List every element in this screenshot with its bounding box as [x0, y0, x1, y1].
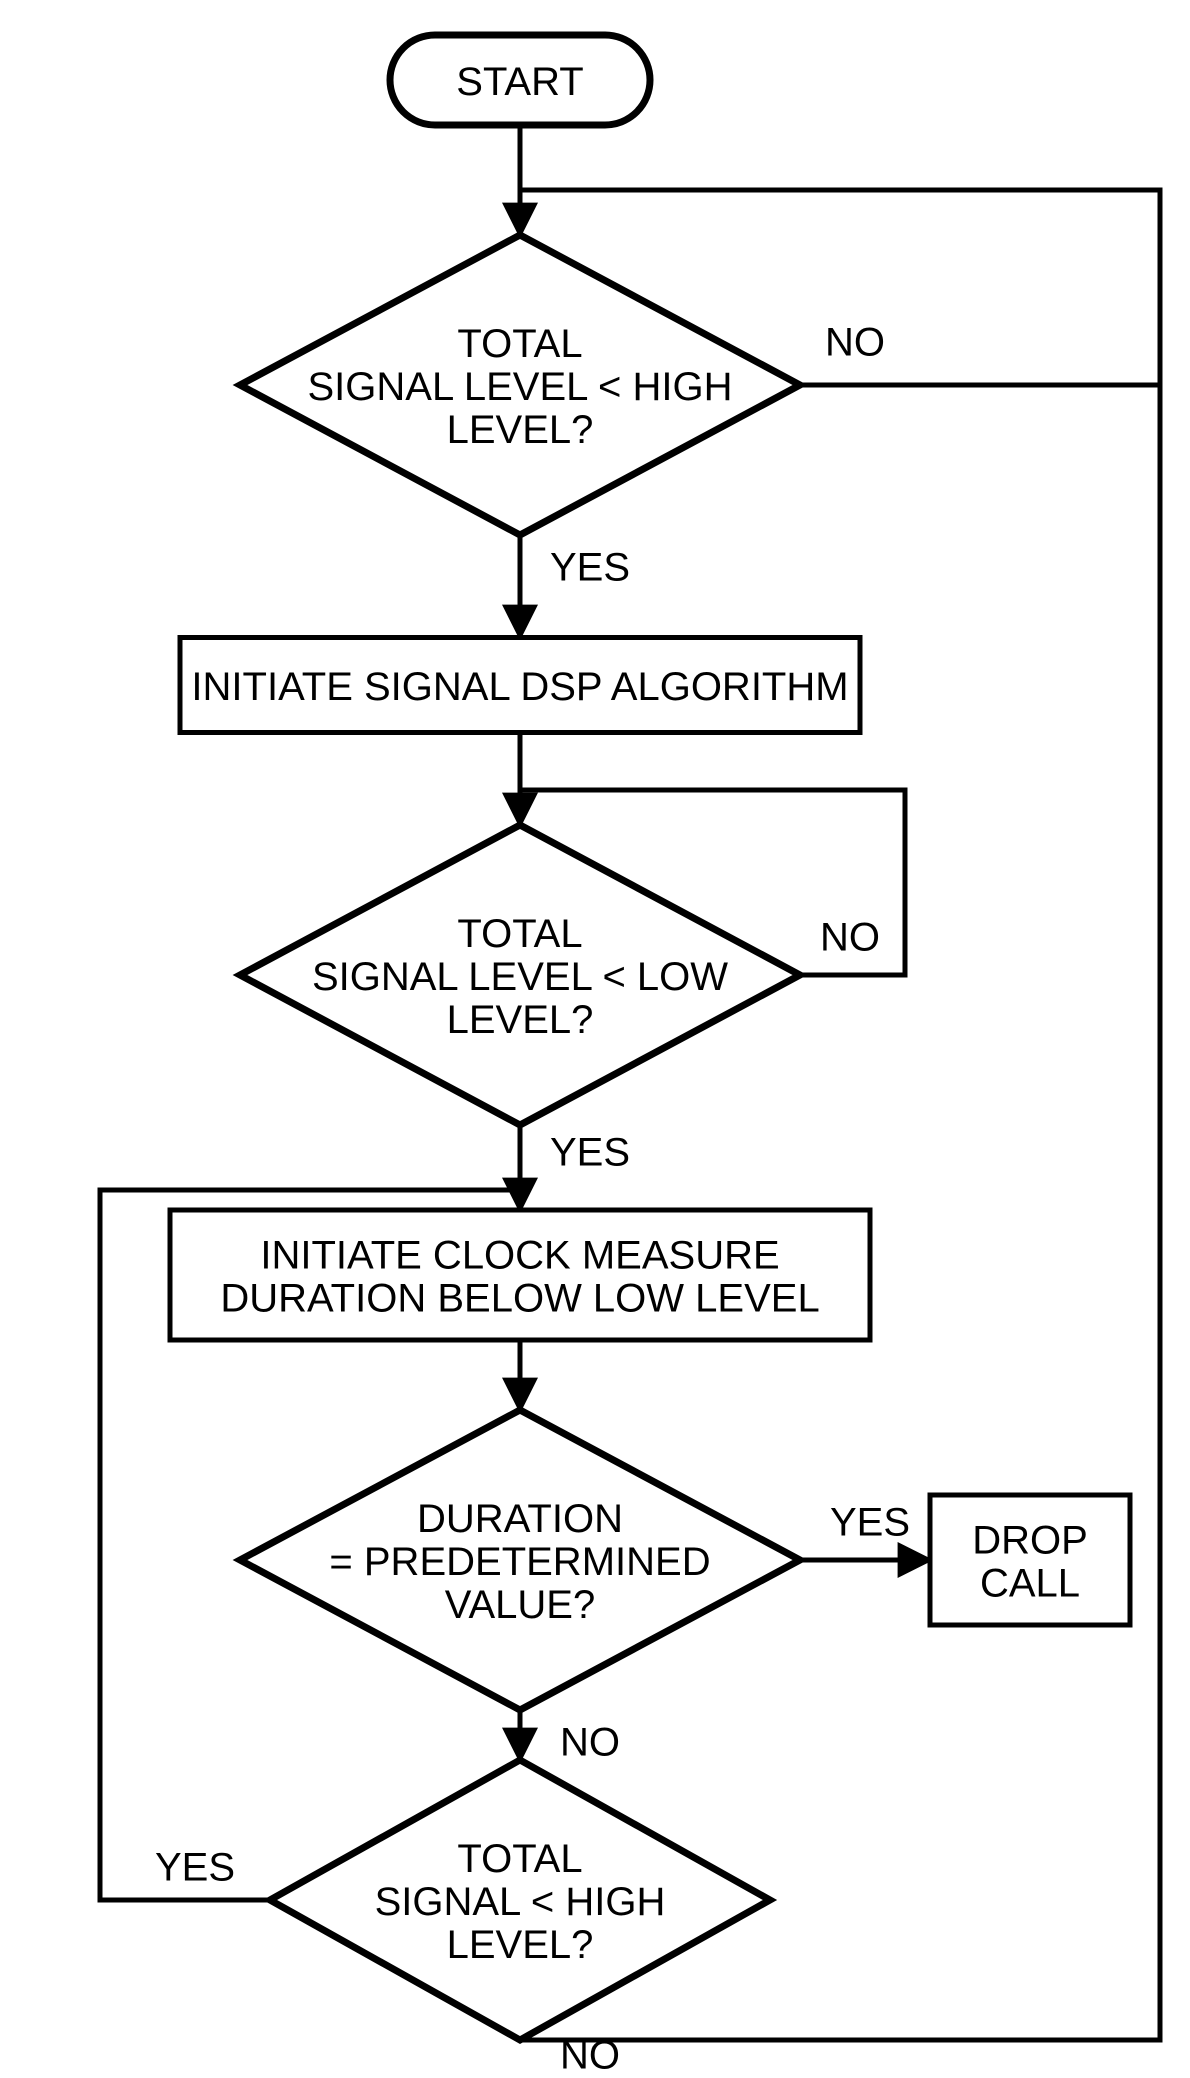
label-d4_yes: YES: [155, 1846, 235, 1890]
node-p1: INITIATE SIGNAL DSP ALGORITHM: [180, 638, 860, 733]
node-d4: TOTALSIGNAL < HIGHLEVEL?: [270, 1760, 770, 2040]
node-d1: TOTALSIGNAL LEVEL < HIGHLEVEL?: [240, 235, 800, 535]
node-start: START: [390, 35, 650, 125]
label-d1_yes: YES: [550, 546, 630, 590]
node-p2: INITIATE CLOCK MEASUREDURATION BELOW LOW…: [170, 1210, 870, 1340]
flowchart-canvas: START TOTALSIGNAL LEVEL < HIGHLEVEL? INITI…: [0, 0, 1190, 2078]
label-d3_no: NO: [560, 1721, 620, 1765]
node-d3: DURATION= PREDETERMINEDVALUE?: [240, 1410, 800, 1710]
label-d3_yes: YES: [830, 1501, 910, 1545]
svg-text:DROPCALL: DROPCALL: [972, 1518, 1088, 1605]
node-drop: DROPCALL: [930, 1495, 1130, 1625]
node-d2: TOTALSIGNAL LEVEL < LOWLEVEL?: [240, 825, 800, 1125]
svg-text:INITIATE CLOCK MEASUREDURATION: INITIATE CLOCK MEASUREDURATION BELOW LOW…: [220, 1233, 819, 1320]
label-d2_no: NO: [820, 916, 880, 960]
svg-text:INITIATE SIGNAL DSP ALGORITHM: INITIATE SIGNAL DSP ALGORITHM: [191, 665, 848, 709]
label-d2_yes: YES: [550, 1131, 630, 1175]
label-d1_no: NO: [825, 321, 885, 365]
svg-text:START: START: [456, 60, 583, 104]
label-d4_no: NO: [560, 2034, 620, 2078]
